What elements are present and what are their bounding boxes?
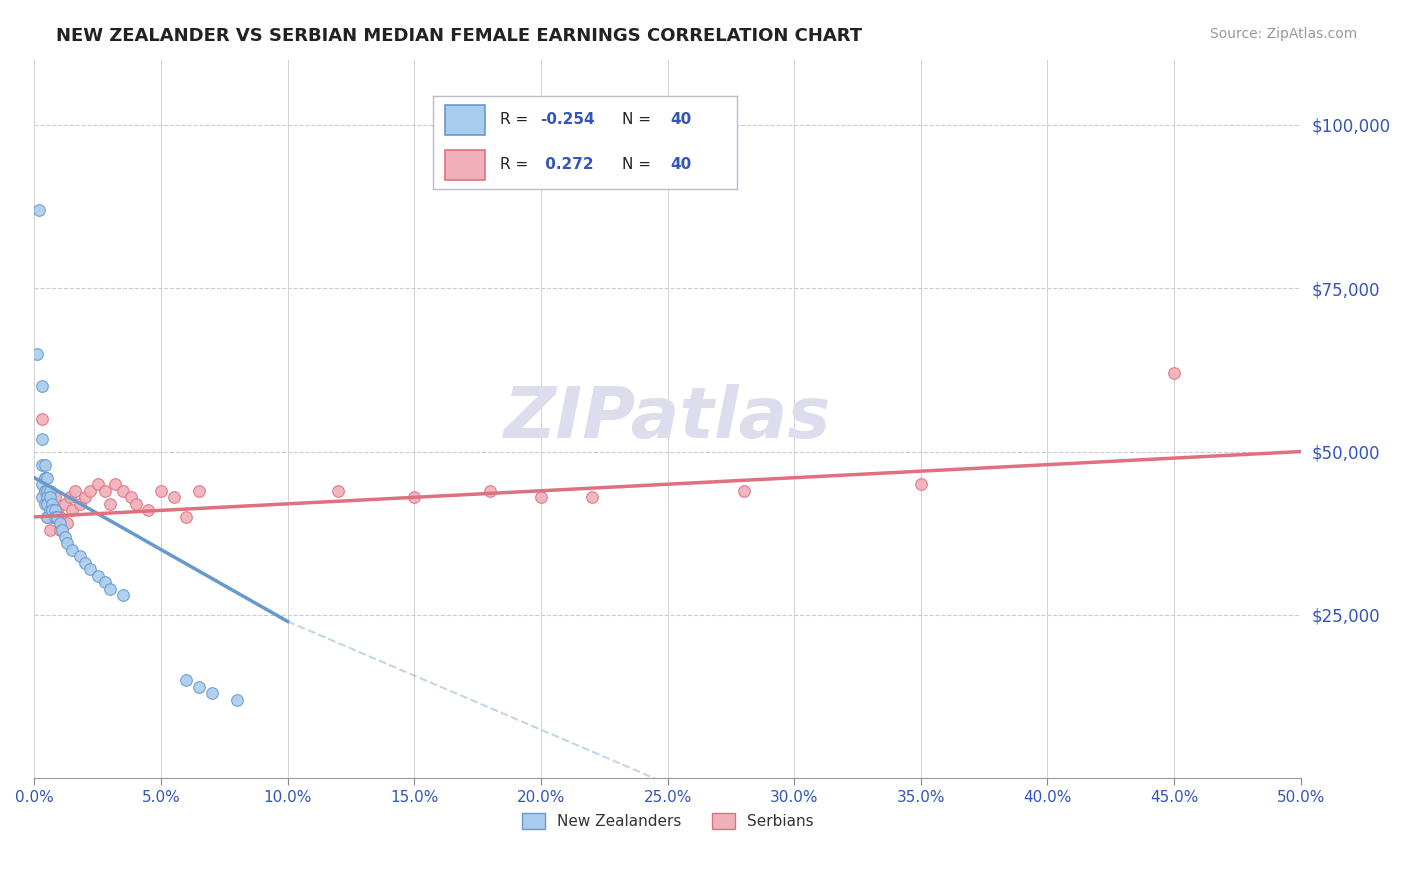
Point xyxy=(63,483,86,498)
Text: NEW ZEALANDER VS SERBIAN MEDIAN FEMALE EARNINGS CORRELATION CHART: NEW ZEALANDER VS SERBIAN MEDIAN FEMALE E… xyxy=(56,27,862,45)
Point xyxy=(201,686,224,700)
Point xyxy=(328,483,350,498)
Point xyxy=(38,483,60,498)
Point xyxy=(479,483,502,498)
Point xyxy=(910,477,932,491)
Point xyxy=(111,483,134,498)
Point xyxy=(34,483,56,498)
Point xyxy=(41,503,63,517)
Point xyxy=(404,491,426,505)
Point xyxy=(46,509,69,524)
Point xyxy=(34,458,56,472)
Point xyxy=(34,471,56,485)
Point xyxy=(176,673,198,688)
Point xyxy=(226,693,249,707)
Point xyxy=(94,575,117,590)
Point xyxy=(98,497,121,511)
Point xyxy=(98,582,121,596)
Point xyxy=(35,497,58,511)
Point xyxy=(46,503,69,517)
Point xyxy=(733,483,755,498)
Point xyxy=(79,483,101,498)
Point xyxy=(31,458,53,472)
Point xyxy=(38,497,60,511)
Point xyxy=(73,556,96,570)
Point xyxy=(56,536,79,550)
Point xyxy=(35,509,58,524)
Point xyxy=(28,202,51,217)
Point xyxy=(1163,366,1185,380)
Point xyxy=(79,562,101,576)
Point xyxy=(34,483,56,498)
Point xyxy=(188,483,211,498)
Point xyxy=(31,412,53,426)
Point xyxy=(51,523,73,537)
Point xyxy=(69,497,91,511)
Point xyxy=(125,497,148,511)
Point xyxy=(60,503,83,517)
Point xyxy=(86,568,108,582)
Point xyxy=(94,483,117,498)
Point xyxy=(48,516,70,531)
Point xyxy=(176,509,198,524)
Point xyxy=(44,509,66,524)
Point xyxy=(25,346,48,360)
Point xyxy=(44,491,66,505)
Point xyxy=(53,497,76,511)
Point xyxy=(34,497,56,511)
Point xyxy=(41,497,63,511)
Point xyxy=(59,491,82,505)
Point xyxy=(581,491,603,505)
Point xyxy=(31,491,53,505)
Point xyxy=(120,491,142,505)
Point xyxy=(35,491,58,505)
Point xyxy=(60,542,83,557)
Point xyxy=(138,503,160,517)
Point xyxy=(111,588,134,602)
Point xyxy=(56,516,79,531)
Point xyxy=(188,680,211,694)
Point xyxy=(35,509,58,524)
Point xyxy=(69,549,91,563)
Point xyxy=(31,379,53,393)
Point xyxy=(35,471,58,485)
Point xyxy=(150,483,173,498)
Point xyxy=(48,523,70,537)
Point xyxy=(41,509,63,524)
Legend: New Zealanders, Serbians: New Zealanders, Serbians xyxy=(516,807,820,835)
Point xyxy=(73,491,96,505)
Text: ZIPatlas: ZIPatlas xyxy=(503,384,831,453)
Point xyxy=(104,477,127,491)
Point xyxy=(34,471,56,485)
Point xyxy=(38,523,60,537)
Text: Source: ZipAtlas.com: Source: ZipAtlas.com xyxy=(1209,27,1357,41)
Point xyxy=(530,491,553,505)
Point xyxy=(86,477,108,491)
Point xyxy=(44,503,66,517)
Point xyxy=(53,529,76,543)
Point xyxy=(163,491,186,505)
Point xyxy=(31,432,53,446)
Point xyxy=(38,503,60,517)
Point xyxy=(48,509,70,524)
Point xyxy=(31,477,53,491)
Point xyxy=(35,491,58,505)
Point xyxy=(35,483,58,498)
Point xyxy=(38,491,60,505)
